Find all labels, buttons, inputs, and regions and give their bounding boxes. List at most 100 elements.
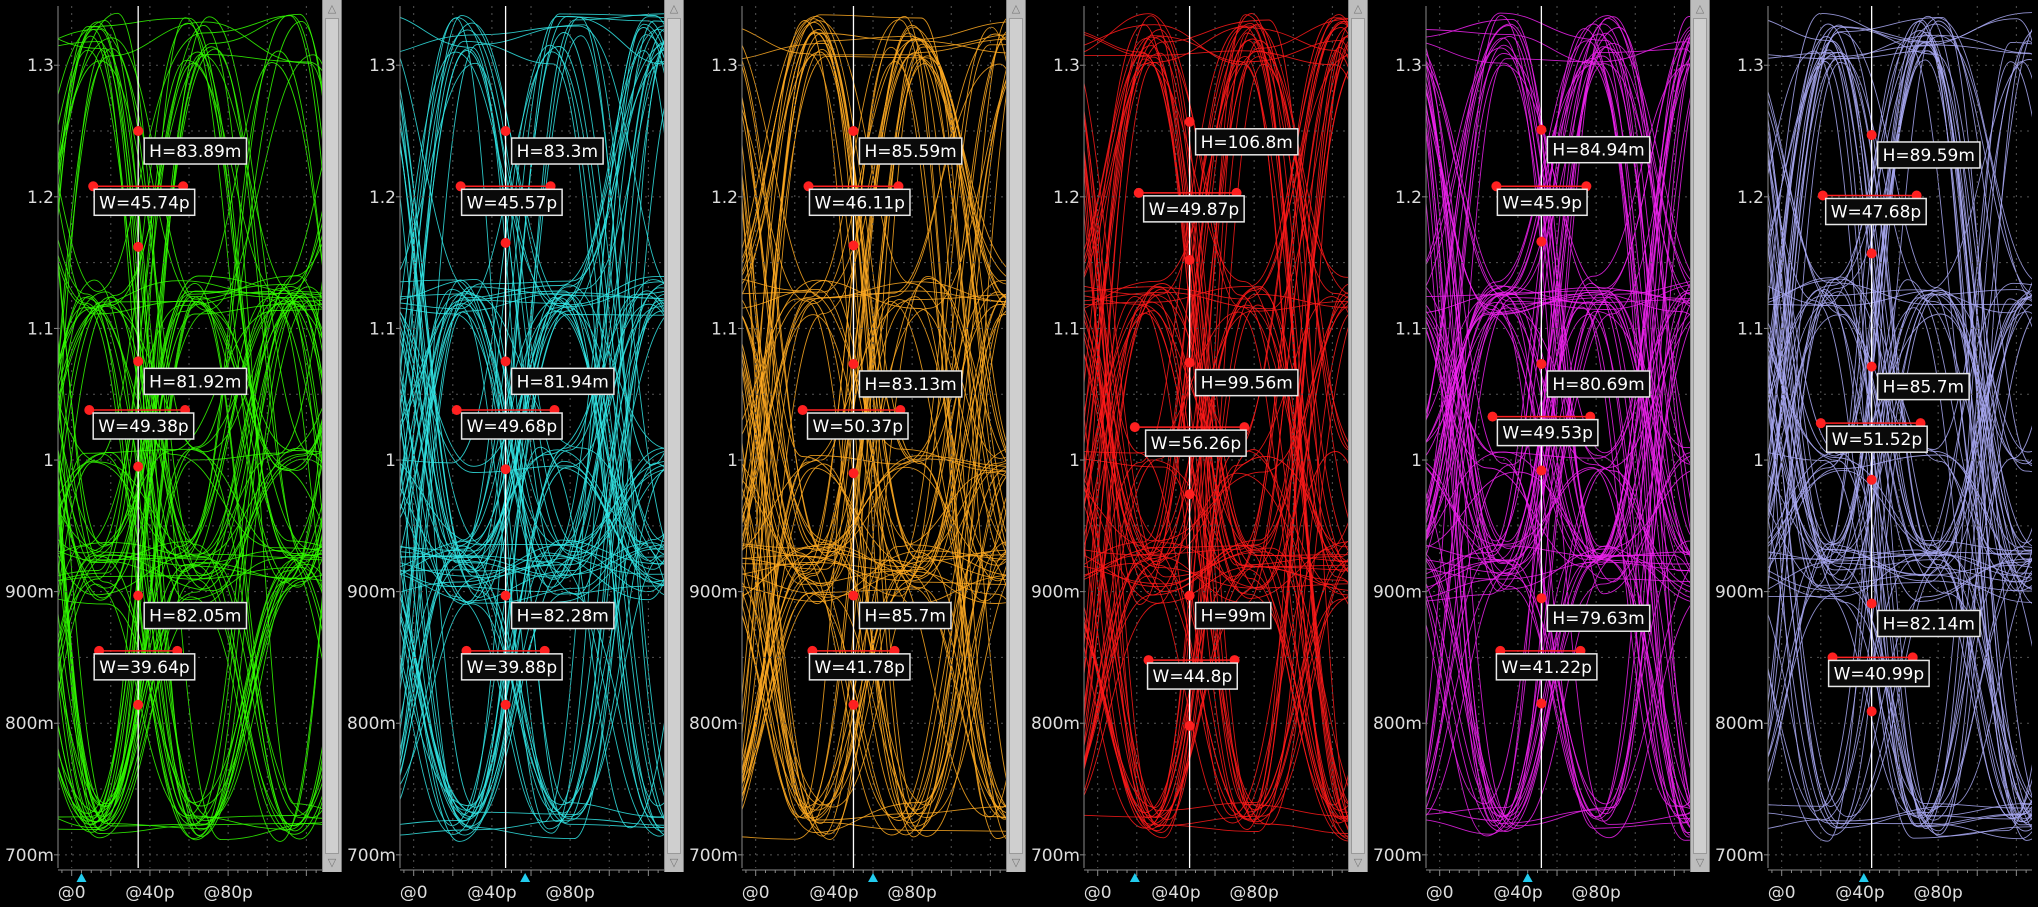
measurement-label-text: H=85.59m: [864, 142, 956, 162]
eye-trace: [400, 13, 664, 603]
eye-trace: [1426, 455, 1690, 832]
y-tick-label: 1.1: [27, 319, 54, 339]
vertical-scrollbar[interactable]: △ ▽: [1006, 0, 1026, 872]
measurement-label-text: H=83.3m: [517, 142, 598, 162]
eye-trace: [1426, 42, 1690, 577]
measurement-label: H=81.92m: [143, 367, 248, 396]
time-marker[interactable]: [1129, 873, 1140, 882]
eye-width-left-marker: [1815, 418, 1826, 429]
time-marker[interactable]: [520, 873, 531, 882]
eye-width-left-marker: [1487, 411, 1498, 422]
eye-trace: [58, 300, 322, 547]
eye-trace: [1426, 60, 1690, 820]
eye-trace: [58, 294, 322, 582]
scroll-up-arrow-icon[interactable]: △: [1695, 2, 1705, 15]
y-tick-label: 900m: [1031, 583, 1080, 603]
eye-trace: [1084, 451, 1348, 818]
eye-trace: [58, 20, 322, 813]
eye-trace: [1768, 40, 2032, 832]
eye-trace: [742, 55, 1006, 554]
eye-trace: [1768, 289, 2032, 554]
eye-trace: [742, 561, 1006, 813]
eye-trace: [742, 31, 1006, 582]
scroll-up-arrow-icon[interactable]: △: [1353, 2, 1363, 15]
eye-trace: [742, 43, 1006, 840]
measurement-label: H=85.59m: [858, 137, 963, 165]
y-tick-label: 800m: [689, 714, 738, 734]
eye-height-top-marker: [1866, 598, 1877, 609]
eye-trace: [400, 545, 664, 836]
eye-height-top-marker: [1536, 358, 1547, 369]
eye-trace: [742, 280, 1006, 793]
scroll-up-arrow-icon[interactable]: △: [1011, 2, 1021, 15]
x-tick-label: @80p: [887, 883, 936, 903]
eye-trace: [742, 471, 1006, 808]
eye-trace: [1084, 305, 1348, 592]
y-tick-label: 700m: [1373, 846, 1422, 866]
scroll-thumb[interactable]: [325, 18, 339, 854]
measurement-label-box: [510, 601, 615, 630]
eye-trace: [58, 297, 322, 551]
scroll-thumb[interactable]: [1693, 18, 1707, 854]
scroll-thumb[interactable]: [1009, 18, 1023, 854]
eye-trace: [742, 20, 1006, 459]
eye-trace: [58, 260, 322, 819]
y-tick-label: 1: [727, 451, 738, 471]
measurement-label-box: [1546, 370, 1651, 398]
measurement-label-box: [1194, 368, 1299, 397]
measurement-label-text: H=99m: [1201, 607, 1266, 627]
x-tick-label: @0: [1768, 883, 1796, 903]
eye-height-top-marker: [500, 126, 511, 137]
measurement-label-text: H=99.56m: [1201, 374, 1293, 394]
eye-trace: [742, 94, 1006, 550]
scroll-down-arrow-icon[interactable]: ▽: [1353, 856, 1363, 869]
vertical-scrollbar[interactable]: △ ▽: [1348, 0, 1368, 872]
eye-trace: [1426, 36, 1690, 817]
eye-trace: [58, 541, 322, 840]
time-marker[interactable]: [76, 873, 87, 882]
measurement-label-text: W=41.78p: [814, 658, 905, 678]
eye-trace: [58, 281, 322, 829]
vertical-scrollbar[interactable]: △ ▽: [322, 0, 342, 872]
eye-height-top-marker: [500, 356, 511, 367]
eye-trace: [742, 21, 1006, 558]
eye-trace: [400, 42, 664, 818]
eye-trace: [742, 472, 1006, 833]
eye-trace: [742, 507, 1006, 821]
scroll-down-arrow-icon[interactable]: ▽: [669, 856, 679, 869]
grid-lines: [1084, 6, 1348, 868]
measurement-label-text: W=45.57p: [467, 193, 558, 213]
scroll-up-arrow-icon[interactable]: △: [669, 2, 679, 15]
eye-height-top-marker: [1866, 361, 1877, 372]
eye-trace: [1768, 23, 2032, 577]
scroll-thumb[interactable]: [1351, 18, 1365, 854]
eye-trace: [1768, 115, 2032, 821]
eye-trace: [742, 299, 1006, 819]
eye-trace: [58, 14, 322, 564]
vertical-scrollbar[interactable]: △ ▽: [664, 0, 684, 872]
eye-trace: [1426, 291, 1690, 772]
time-marker[interactable]: [1858, 873, 1869, 882]
eye-trace: [1768, 40, 2032, 647]
time-marker[interactable]: [1522, 873, 1533, 882]
measurement-label-box: [1827, 659, 1930, 688]
scroll-down-arrow-icon[interactable]: ▽: [1011, 856, 1021, 869]
scroll-up-arrow-icon[interactable]: △: [327, 2, 337, 15]
scroll-down-arrow-icon[interactable]: ▽: [327, 856, 337, 869]
vertical-scrollbar[interactable]: △ ▽: [1690, 0, 1710, 872]
eye-height-bottom-marker: [1536, 236, 1547, 247]
eye-trace: [1426, 25, 1690, 602]
eye-height-bottom-marker: [500, 237, 511, 248]
eye-trace: [1084, 113, 1348, 827]
scroll-down-arrow-icon[interactable]: ▽: [1695, 856, 1705, 869]
measurement-label: W=41.78p: [808, 653, 911, 681]
time-marker[interactable]: [868, 873, 879, 882]
eye-plot-svg: 1.3 1.2 1.1 1 900m 800m 700m@0 @40p @80p H=84.94m…: [1373, 6, 1690, 903]
measurement-label: H=83.13m: [858, 370, 963, 398]
eye-trace: [58, 447, 322, 841]
eye-height-top-marker: [133, 126, 144, 137]
eye-trace: [1426, 307, 1690, 800]
scroll-thumb[interactable]: [667, 18, 681, 854]
eye-trace: [58, 24, 322, 810]
